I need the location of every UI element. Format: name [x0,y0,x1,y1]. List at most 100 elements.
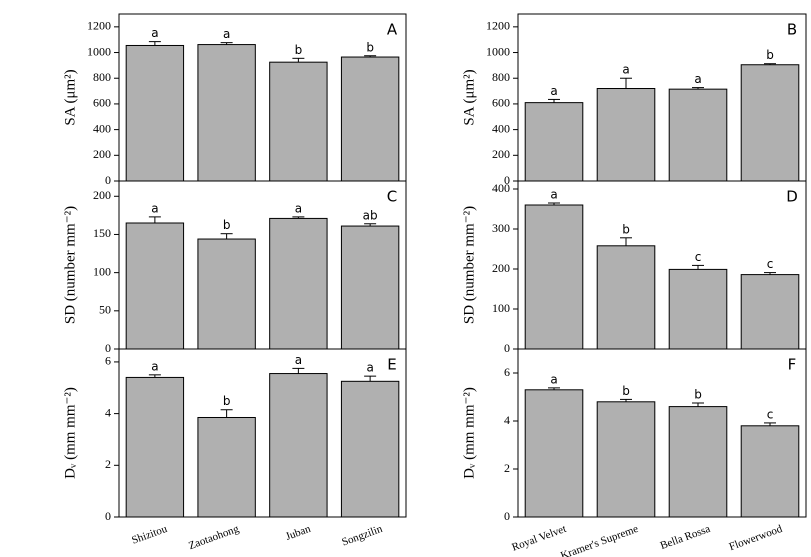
significance-letter: a [366,361,373,375]
significance-letter: a [295,201,302,215]
significance-letter: a [295,353,302,367]
panel-label: B [787,21,797,39]
bar [197,416,256,518]
x-tick-label: Zaotaohong [187,523,241,552]
y-tick-label: 0 [105,173,111,187]
bar [340,380,400,518]
y-tick-label: 300 [492,221,510,235]
y-axis-label: Dᵥ (mm mm⁻²) [461,387,477,479]
bar [740,274,800,350]
y-tick-label: 0 [504,341,510,355]
y-tick-label: 2 [105,457,111,471]
y-axis-label: SD (number mm⁻²) [461,206,477,324]
y-tick-label: 800 [93,70,111,84]
y-tick-label: 50 [99,303,111,317]
significance-letter: b [223,218,231,232]
panel-label: A [387,21,398,39]
y-tick-label: 1200 [87,19,111,33]
significance-letter: a [151,359,158,373]
significance-letter: b [366,40,374,54]
y-tick-label: 4 [504,413,510,427]
significance-letter: b [694,388,702,402]
x-tick-label: Shizitou [130,523,169,547]
y-tick-label: 600 [93,96,111,110]
significance-letter: c [767,257,774,271]
x-tick-label: Songzilin [340,523,384,549]
bar [524,102,584,182]
bar [740,64,800,182]
significance-letter: ab [363,208,378,222]
x-tick-label: Bella Rossa [659,523,712,552]
bar [197,44,256,182]
x-tick-label: Royal Velvet [510,523,568,554]
bar [524,389,584,518]
y-tick-label: 150 [93,226,111,240]
significance-letter: a [550,372,557,386]
y-tick-label: 200 [93,147,111,161]
bar [197,238,256,350]
significance-letter: c [695,250,702,264]
significance-letter: a [223,27,230,41]
bar [596,88,656,182]
bar [125,222,185,350]
panel-label: C [387,188,397,206]
y-tick-label: 0 [504,173,510,187]
y-axis-label: SA (μm²) [461,69,477,125]
y-tick-label: 1000 [87,44,111,58]
bar [125,44,185,182]
bar [668,406,728,518]
x-tick-label: Juban [284,523,313,543]
y-tick-label: 200 [492,261,510,275]
y-tick-label: 6 [105,354,111,368]
bar [269,61,328,182]
bar [668,268,728,350]
significance-letter: a [550,84,557,98]
y-axis-label: SA (μm²) [62,69,78,125]
y-axis-label: SD (number mm⁻²) [62,206,78,324]
plot-frame [118,348,407,518]
x-tick-label: Flowerwood [728,523,785,553]
y-tick-label: 0 [504,509,510,523]
bar [596,245,656,350]
y-tick-label: 100 [93,264,111,278]
significance-letter: b [766,48,774,62]
panel-label: E [387,356,396,374]
y-tick-label: 200 [93,188,111,202]
y-tick-label: 100 [492,301,510,315]
y-tick-label: 1000 [486,44,510,58]
bar [668,88,728,182]
x-tick-label: Kramer's Supreme [559,523,640,557]
y-tick-label: 0 [105,509,111,523]
bar [269,217,328,350]
panel-label: D [786,188,798,206]
significance-letter: c [767,407,774,421]
bar [740,425,800,518]
significance-letter: b [622,222,630,236]
panel-label: F [788,356,797,374]
plot-frame [517,348,807,518]
y-tick-label: 6 [504,365,510,379]
significance-letter: a [694,72,701,86]
y-tick-label: 400 [492,121,510,135]
significance-letter: b [223,394,231,408]
significance-letter: a [151,26,158,40]
significance-letter: a [550,188,557,202]
significance-letter: b [622,384,630,398]
bar [340,56,400,182]
y-tick-label: 800 [492,70,510,84]
bar [524,204,584,350]
significance-letter: a [151,201,158,215]
bar [340,225,400,350]
y-tick-label: 0 [105,341,111,355]
y-tick-label: 200 [492,147,510,161]
y-tick-label: 400 [93,121,111,135]
y-tick-label: 2 [504,461,510,475]
y-tick-label: 4 [105,405,111,419]
y-tick-label: 400 [492,181,510,195]
bar [596,401,656,518]
bar [269,373,328,518]
significance-letter: a [622,63,629,77]
y-tick-label: 600 [492,96,510,110]
y-axis-label: Dᵥ (mm mm⁻²) [62,387,78,479]
